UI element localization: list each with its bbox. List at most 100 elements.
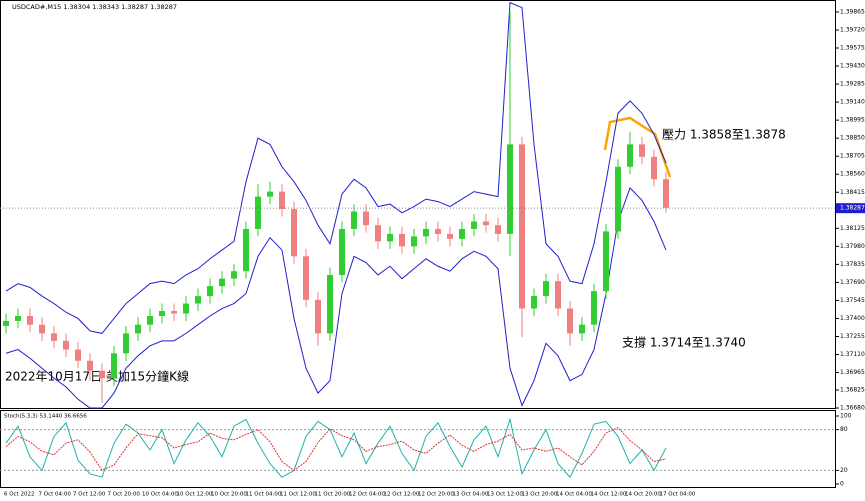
candle-body bbox=[3, 320, 9, 326]
bollinger-band bbox=[5, 186, 667, 409]
y-tick-label: 1.38125 bbox=[840, 225, 865, 232]
candle-body bbox=[195, 296, 201, 304]
chart-caption: 2022年10月17日 美加15分鐘K線 bbox=[5, 369, 189, 384]
candle-body bbox=[483, 221, 489, 226]
y-tick-label: 0 bbox=[840, 481, 844, 488]
candle-body bbox=[627, 144, 633, 167]
x-tick-label: 6 Oct 2022 bbox=[4, 492, 35, 498]
candle-body bbox=[423, 228, 429, 237]
candle-body bbox=[51, 333, 57, 341]
y-tick-label: 20 bbox=[840, 467, 848, 474]
x-tick-label: 12 Oct 20:00 bbox=[418, 492, 454, 498]
candle-body bbox=[279, 191, 285, 210]
candle-body bbox=[375, 225, 381, 242]
y-tick-label: 1.36965 bbox=[840, 369, 865, 376]
candle-body bbox=[159, 311, 165, 316]
candle-body bbox=[183, 303, 189, 314]
candle-body bbox=[471, 221, 477, 229]
candle-body bbox=[315, 299, 321, 334]
x-tick-label: 13 Oct 20:00 bbox=[522, 492, 558, 498]
candle-body bbox=[507, 144, 513, 234]
candle-body bbox=[339, 228, 345, 275]
candle-body bbox=[663, 179, 669, 208]
candle-body bbox=[147, 315, 153, 325]
x-tick-label: 14 Oct 12:00 bbox=[591, 492, 627, 498]
candle-body bbox=[63, 340, 69, 350]
x-tick-label: 11 Oct 20:00 bbox=[315, 492, 351, 498]
y-tick-label: 1.39140 bbox=[840, 99, 865, 106]
x-tick-label: 13 Oct 04:00 bbox=[453, 492, 489, 498]
candle-body bbox=[291, 209, 297, 257]
symbol-header: USDCAD#,M15 1.38304 1.38343 1.38287 1.38… bbox=[12, 3, 177, 11]
y-tick-label: 1.37980 bbox=[840, 243, 865, 250]
candle-body bbox=[519, 144, 525, 309]
candle-body bbox=[123, 333, 129, 354]
x-tick-label: 11 Oct 12:00 bbox=[280, 492, 316, 498]
candle-body bbox=[255, 196, 261, 229]
x-tick-label: 12 Oct 04:00 bbox=[349, 492, 385, 498]
candle-body bbox=[75, 349, 81, 361]
x-tick-label: 14 Oct 04:00 bbox=[556, 492, 592, 498]
y-tick-label: 1.39865 bbox=[840, 8, 865, 15]
stoch-header: Stoch(5,3,3) 53.1440 36.6656 bbox=[4, 414, 87, 420]
y-tick-label: 1.37835 bbox=[840, 261, 865, 268]
candle-body bbox=[603, 231, 609, 292]
last-price-label: 1.38287 bbox=[840, 205, 865, 212]
candle-body bbox=[387, 233, 393, 242]
y-tick-label: 1.39720 bbox=[840, 26, 865, 33]
candle-body bbox=[27, 315, 33, 325]
candle-body bbox=[495, 225, 501, 234]
x-tick-label: 10 Oct 04:00 bbox=[142, 492, 178, 498]
y-tick-label: 1.39575 bbox=[840, 45, 865, 52]
y-tick-label: 1.37400 bbox=[840, 315, 865, 322]
x-tick-label: 11 Oct 04:00 bbox=[246, 492, 282, 498]
y-tick-label: 1.37545 bbox=[840, 297, 865, 304]
y-tick-label: 1.38415 bbox=[840, 189, 865, 196]
candle-body bbox=[567, 308, 573, 334]
candle-body bbox=[555, 281, 561, 309]
x-tick-label: 10 Oct 12:00 bbox=[177, 492, 213, 498]
y-tick-label: 1.39430 bbox=[840, 63, 865, 70]
candle-body bbox=[327, 274, 333, 334]
candle-body bbox=[531, 296, 537, 309]
y-tick-label: 1.37110 bbox=[840, 351, 865, 358]
support-note: 支撐 1.3714至1.3740 bbox=[622, 336, 746, 350]
candle-body bbox=[411, 236, 417, 247]
stoch-panel bbox=[0, 410, 836, 488]
y-tick-label: 1.38560 bbox=[840, 171, 865, 178]
x-tick-label: 7 Oct 20:00 bbox=[108, 492, 141, 498]
resistance-note: 壓力 1.3858至1.3878 bbox=[662, 128, 786, 142]
y-tick-label: 1.38705 bbox=[840, 153, 865, 160]
candle-body bbox=[615, 166, 621, 232]
x-tick-label: 7 Oct 04:00 bbox=[39, 492, 72, 498]
candle-body bbox=[303, 256, 309, 300]
candle-body bbox=[219, 278, 225, 287]
x-tick-label: 17 Oct 04:00 bbox=[660, 492, 696, 498]
x-tick-label: 12 Oct 12:00 bbox=[384, 492, 420, 498]
candle-body bbox=[171, 311, 177, 314]
candle-body bbox=[579, 324, 585, 334]
candle-body bbox=[363, 211, 369, 226]
candle-body bbox=[651, 156, 657, 180]
candle-body bbox=[639, 144, 645, 157]
candle-body bbox=[399, 233, 405, 247]
y-tick-label: 1.37690 bbox=[840, 279, 865, 286]
candle-body bbox=[87, 360, 93, 371]
candle-body bbox=[543, 281, 549, 297]
x-tick-label: 13 Oct 12:00 bbox=[487, 492, 523, 498]
x-tick-label: 10 Oct 20:00 bbox=[211, 492, 247, 498]
bollinger-band bbox=[5, 1, 667, 334]
y-tick-label: 1.39285 bbox=[840, 81, 865, 88]
candle-body bbox=[99, 370, 105, 379]
y-tick-label: 1.38995 bbox=[840, 117, 865, 124]
x-tick-label: 7 Oct 12:00 bbox=[73, 492, 106, 498]
y-tick-label: 100 bbox=[840, 413, 852, 420]
candle-body bbox=[459, 228, 465, 239]
candle-body bbox=[111, 353, 117, 379]
y-tick-label: 1.37255 bbox=[840, 333, 865, 340]
y-tick-label: 1.36680 bbox=[840, 405, 865, 412]
last-price-box bbox=[836, 203, 865, 214]
candle-body bbox=[243, 228, 249, 272]
candle-body bbox=[351, 211, 357, 229]
